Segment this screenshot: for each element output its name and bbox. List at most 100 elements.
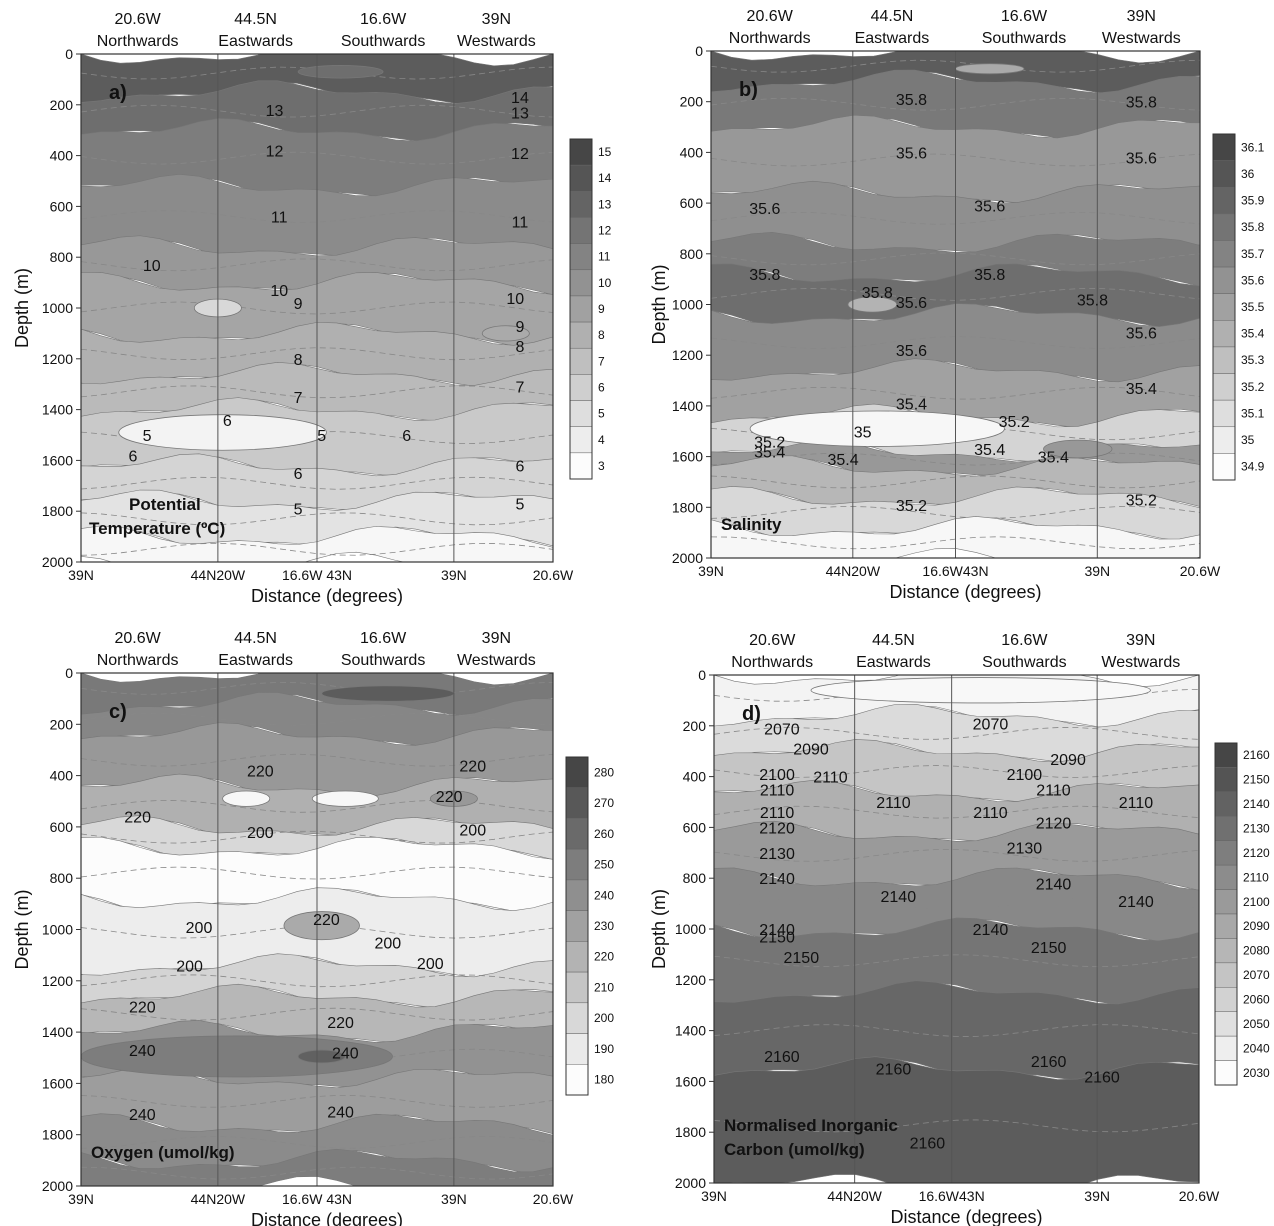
section-label-top: 44.5N — [872, 632, 915, 649]
colorbar-swatch — [1212, 453, 1236, 481]
contour-label: 2130 — [759, 846, 795, 863]
contour-line — [81, 1136, 553, 1149]
y-tick-label: 400 — [50, 148, 74, 164]
colorbar-swatch — [565, 1033, 589, 1065]
contour-line — [81, 542, 553, 556]
contour-label: 2160 — [1031, 1054, 1067, 1071]
section-label-direction: Westwards — [457, 652, 536, 669]
contour-label: 2110 — [973, 805, 1008, 822]
colorbar-swatch — [1212, 346, 1236, 374]
colorbar-label: 2160 — [1243, 748, 1270, 762]
y-tick-label: 2000 — [42, 1178, 73, 1194]
x-tick-label: 44N20W — [827, 1188, 882, 1204]
section-label-top: 39N — [482, 630, 511, 647]
contour-line — [81, 301, 553, 315]
colorbar-label: 280 — [594, 765, 614, 779]
colorbar-label: 7 — [598, 354, 605, 368]
y-tick-label: 1200 — [672, 347, 703, 363]
y-tick-label: 1400 — [675, 1023, 706, 1039]
colorbar-swatch — [565, 910, 589, 942]
contour-label: 35.6 — [896, 295, 927, 312]
section-label-top: 16.6W — [1001, 8, 1048, 25]
colorbar-swatch — [569, 452, 593, 480]
y-tick-label: 2000 — [42, 554, 73, 570]
contour-label: 2160 — [1084, 1069, 1120, 1086]
panel-c-oxygen-chart: 20.6W Northwards 44.5N Eastwards 16.6W Southw… — [12, 630, 614, 1226]
y-axis-title: Depth (m) — [649, 889, 669, 969]
contour-label: 35.8 — [862, 285, 893, 302]
contour-label: 200 — [247, 825, 274, 842]
contour-label: 5 — [516, 497, 525, 514]
section-label-direction: Westwards — [1101, 654, 1180, 671]
plot-area — [714, 675, 1199, 1183]
section-label-top: 39N — [1126, 632, 1155, 649]
x-tick-label: 16.6W43N — [922, 563, 988, 579]
contour-label: 10 — [143, 258, 161, 275]
contour-label: 5 — [143, 428, 152, 445]
colorbar-swatch — [1212, 266, 1236, 294]
colorbar-swatch — [565, 1064, 589, 1096]
contour-label: 8 — [294, 352, 303, 369]
colorbar-label: 2030 — [1243, 1066, 1270, 1080]
x-axis-title: Distance (degrees) — [889, 582, 1041, 602]
contour-label: 35.8 — [974, 267, 1005, 284]
y-tick-label: 600 — [50, 198, 74, 214]
colorbar-swatch — [569, 269, 593, 297]
x-tick-label: 20.6W — [533, 1191, 574, 1207]
x-tick-label: 44N20W — [191, 1191, 246, 1207]
contour-blob — [847, 296, 898, 313]
colorbar-label: 210 — [594, 980, 614, 994]
y-tick-label: 600 — [683, 819, 707, 835]
section-label-direction: Northwards — [729, 30, 811, 47]
contour-label: 2150 — [759, 930, 795, 947]
contour-label: 6 — [294, 466, 303, 483]
variable-title: Oxygen (umol/kg) — [91, 1143, 235, 1162]
contour-label: 2110 — [760, 805, 795, 822]
y-tick-label: 1400 — [42, 1024, 73, 1040]
colorbar-swatch — [569, 347, 593, 375]
contour-line — [81, 1166, 553, 1180]
colorbar-label: 35.1 — [1241, 406, 1265, 420]
contour-label: 9 — [516, 319, 525, 336]
contour-blob — [1043, 439, 1113, 459]
y-tick-label: 200 — [50, 716, 74, 732]
colorbar-swatch — [1212, 240, 1236, 268]
contour-line — [81, 1048, 553, 1062]
colorbar-label: 180 — [594, 1073, 614, 1087]
y-tick-label: 0 — [695, 43, 703, 59]
contour-label: 5 — [317, 428, 326, 445]
section-label-direction: Westwards — [457, 33, 536, 50]
colorbar-swatch — [1212, 399, 1236, 428]
colorbar-swatch — [1214, 864, 1238, 890]
variable-title: Temperature (ºC) — [89, 519, 225, 538]
colorbar-label: 9 — [598, 302, 605, 316]
contour-label: 35.6 — [1126, 150, 1157, 167]
colorbar-label: 35 — [1241, 433, 1255, 447]
colorbar-label: 4 — [598, 433, 605, 447]
colorbar-swatch — [1212, 293, 1236, 321]
colorbar-swatch — [1214, 1060, 1238, 1086]
contour-label: 7 — [516, 380, 525, 397]
contour-line — [714, 849, 1199, 862]
colorbar-label: 5 — [598, 407, 605, 421]
colorbar-swatch — [569, 164, 593, 192]
contour-label: 220 — [313, 912, 340, 929]
section-label-direction: Northwards — [97, 33, 179, 50]
contour-blob — [321, 685, 455, 702]
contour-label: 2140 — [973, 922, 1009, 939]
contour-line — [81, 258, 553, 272]
contour-label: 2160 — [764, 1049, 800, 1066]
contour-label: 2110 — [1036, 782, 1071, 799]
colorbar-label: 200 — [594, 1011, 614, 1025]
contour-blob — [81, 1035, 393, 1078]
colorbar-label: 230 — [594, 919, 614, 933]
y-tick-label: 1800 — [42, 1127, 73, 1143]
y-tick-label: 0 — [65, 665, 73, 681]
colorbar-swatch — [569, 191, 593, 218]
y-tick-label: 2000 — [675, 1175, 706, 1191]
contour-line — [81, 66, 553, 80]
y-tick-label: 600 — [680, 195, 704, 211]
contour-label: 11 — [271, 210, 288, 227]
contour-line — [81, 347, 553, 361]
contour-line — [81, 1095, 553, 1108]
